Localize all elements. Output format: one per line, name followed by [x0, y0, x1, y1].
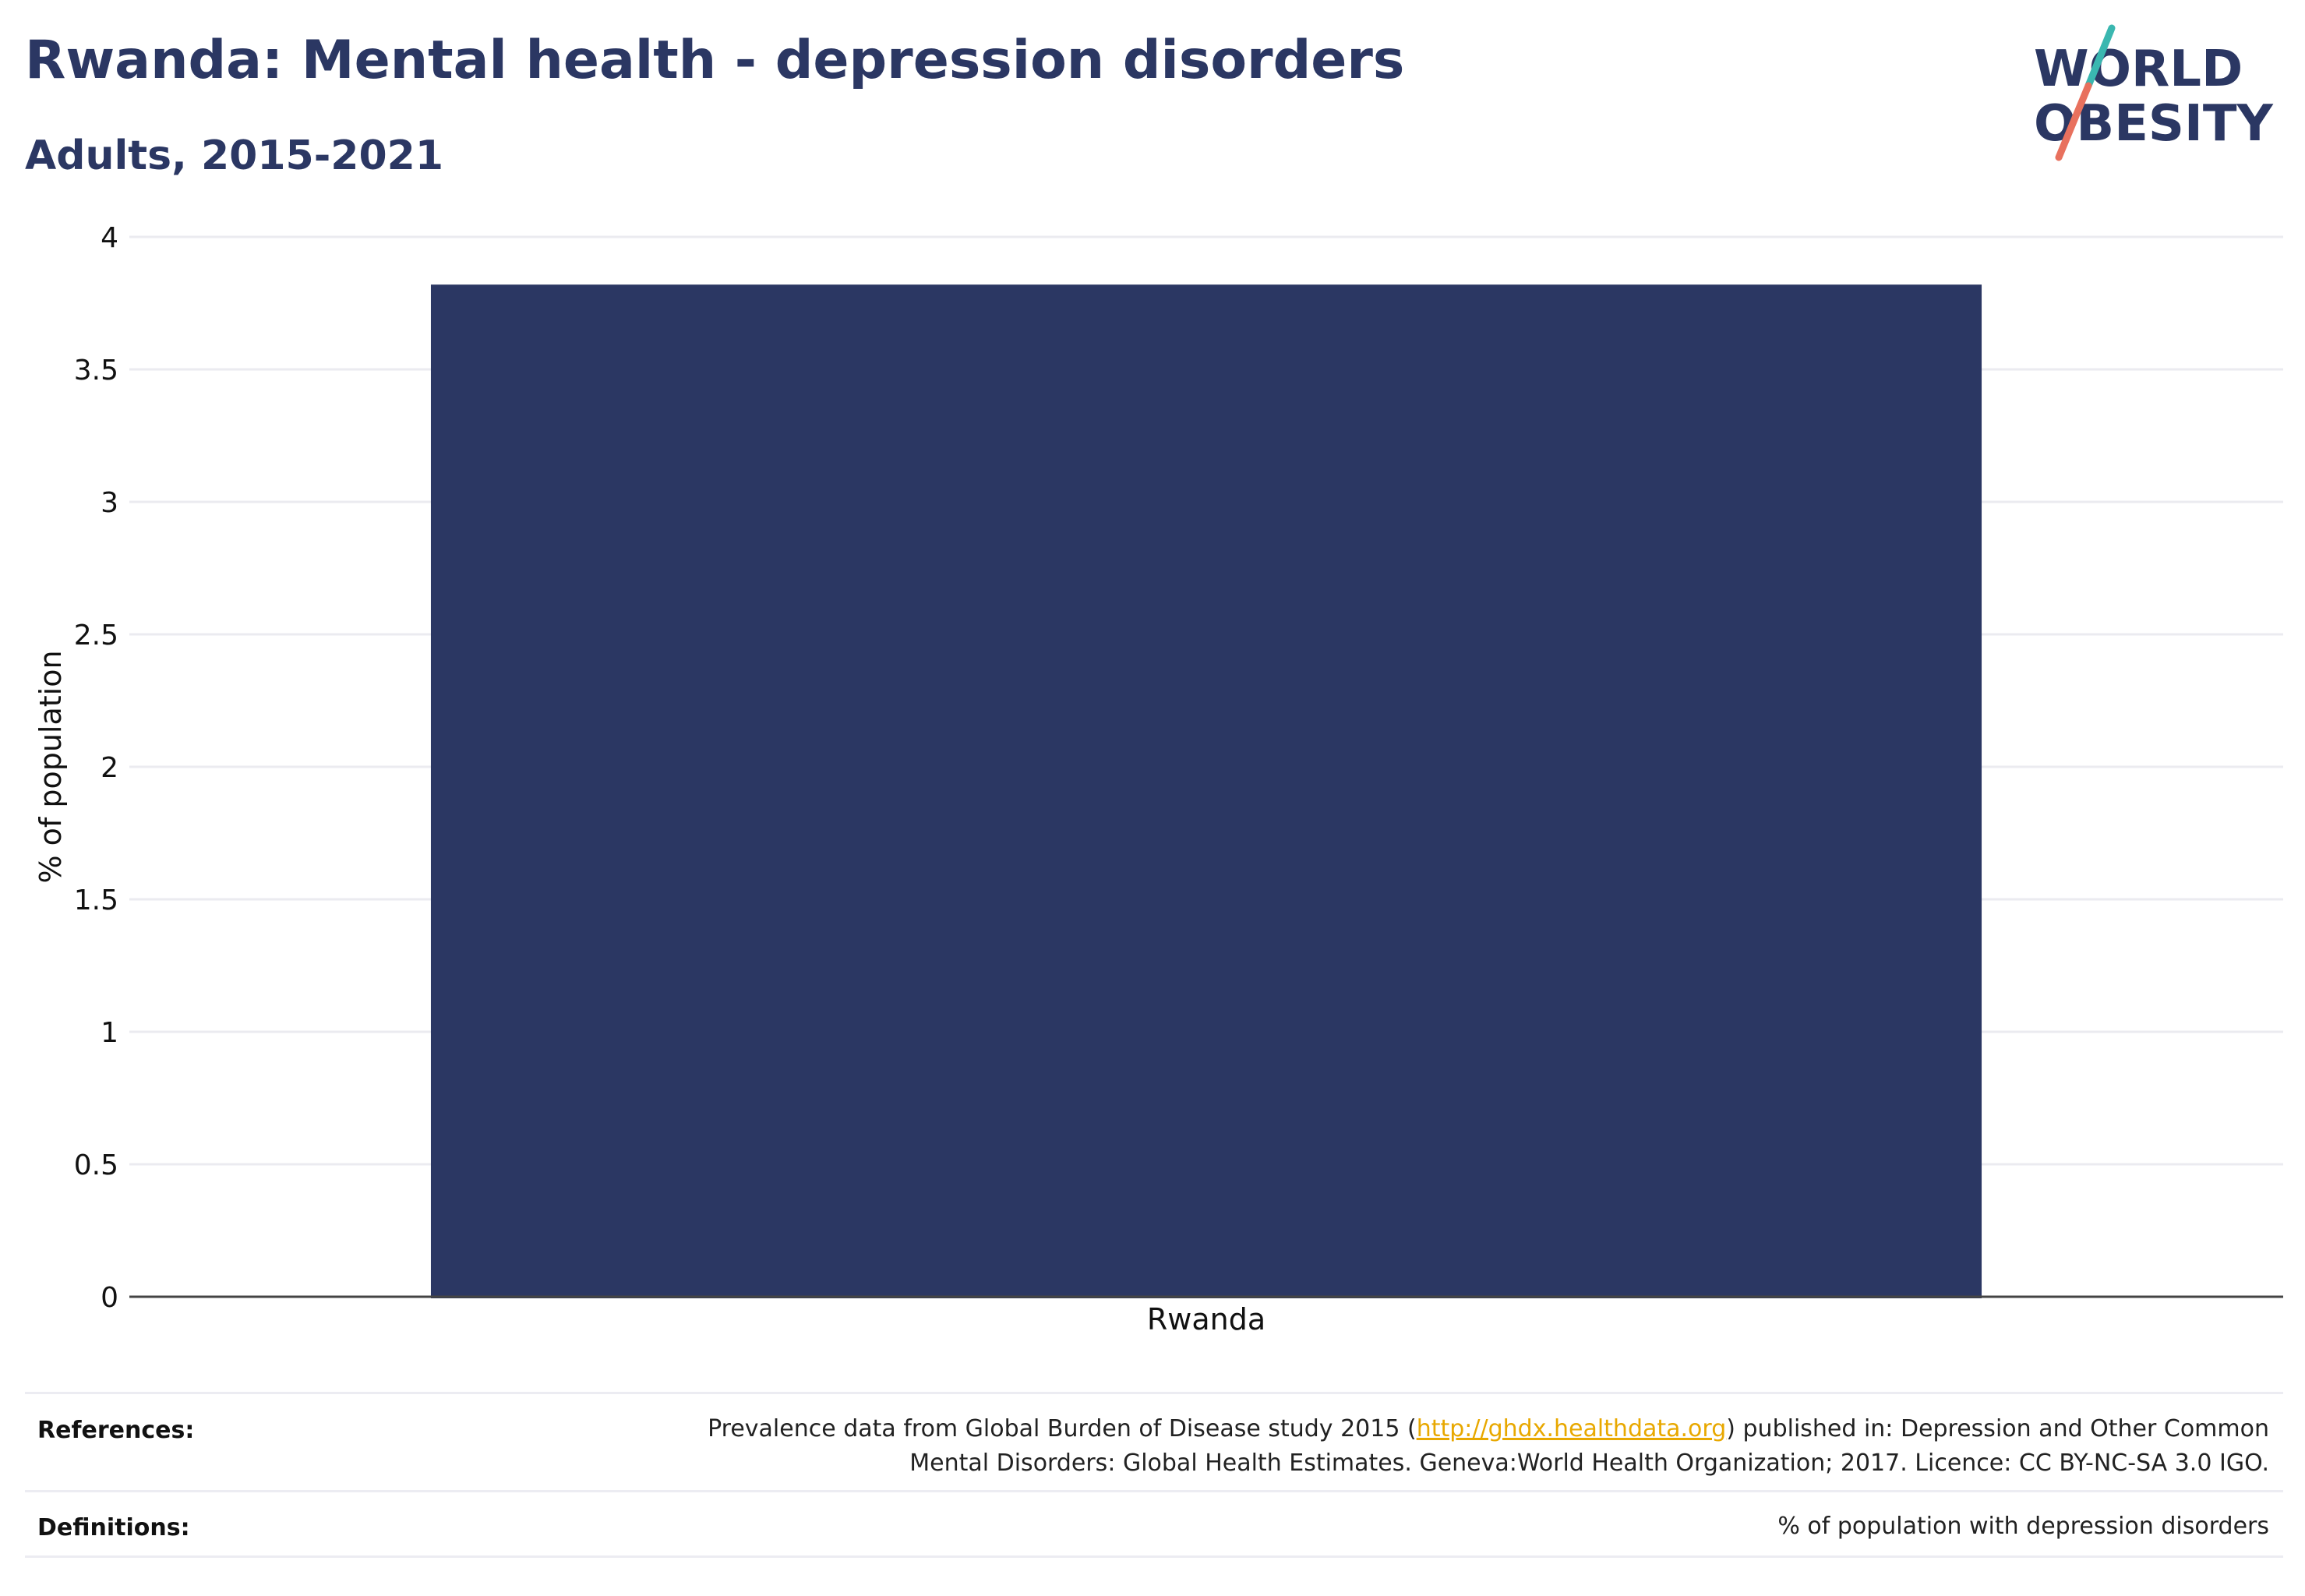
y-axis-label: % of population [34, 650, 68, 883]
y-tick-label: 0.5 [74, 1149, 118, 1181]
y-tick-label: 2 [101, 752, 118, 784]
footer-divider-middle [25, 1490, 2283, 1492]
references-text: Prevalence data from Global Burden of Di… [555, 1412, 2269, 1481]
world-obesity-logo: WORLD OBESITY [2034, 24, 2273, 161]
definitions-label: Definitions: [37, 1514, 190, 1541]
y-tick-label: 1.5 [74, 885, 118, 916]
definitions-text: % of population with depression disorder… [1777, 1513, 2269, 1540]
bar-chart: 0 0.5 1 1.5 2 2.5 3 3.5 4 Rwanda % of population [34, 222, 2283, 1336]
references-text-before: Prevalence data from Global Burden of Di… [708, 1415, 1417, 1442]
bar-rwanda[interactable] [430, 284, 1982, 1299]
logo-slash-top [2084, 24, 2116, 90]
footer-divider-top [25, 1392, 2283, 1394]
references-label: References: [37, 1417, 195, 1444]
references-line2: Mental Disorders: Global Health Estimate… [909, 1449, 2269, 1477]
references-link[interactable]: http://ghdx.healthdata.org [1416, 1415, 1727, 1442]
x-tick-label: Rwanda [1147, 1302, 1265, 1336]
y-tick-label: 3.5 [74, 355, 118, 387]
references-text-after: ) published in: Depression and Other Com… [1726, 1415, 2269, 1442]
y-tick-label: 1 [101, 1017, 118, 1049]
references-line1: Prevalence data from Global Burden of Di… [555, 1412, 2269, 1446]
logo-line1: WORLD [2034, 41, 2243, 98]
y-tick-label: 0 [101, 1282, 118, 1314]
y-tick-label: 2.5 [74, 620, 118, 651]
chart-subtitle: Adults, 2015-2021 [25, 132, 444, 179]
bars [430, 284, 1982, 1299]
chart-title: Rwanda: Mental health - depression disor… [25, 30, 1405, 91]
x-ticks: Rwanda [1147, 1302, 1265, 1336]
y-tick-label: 3 [101, 487, 118, 519]
y-tick-label: 4 [101, 222, 118, 254]
footer-divider-bottom [25, 1555, 2283, 1558]
y-ticks: 0 0.5 1 1.5 2 2.5 3 3.5 4 [74, 222, 118, 1314]
logo-slash-bottom [2055, 82, 2092, 161]
